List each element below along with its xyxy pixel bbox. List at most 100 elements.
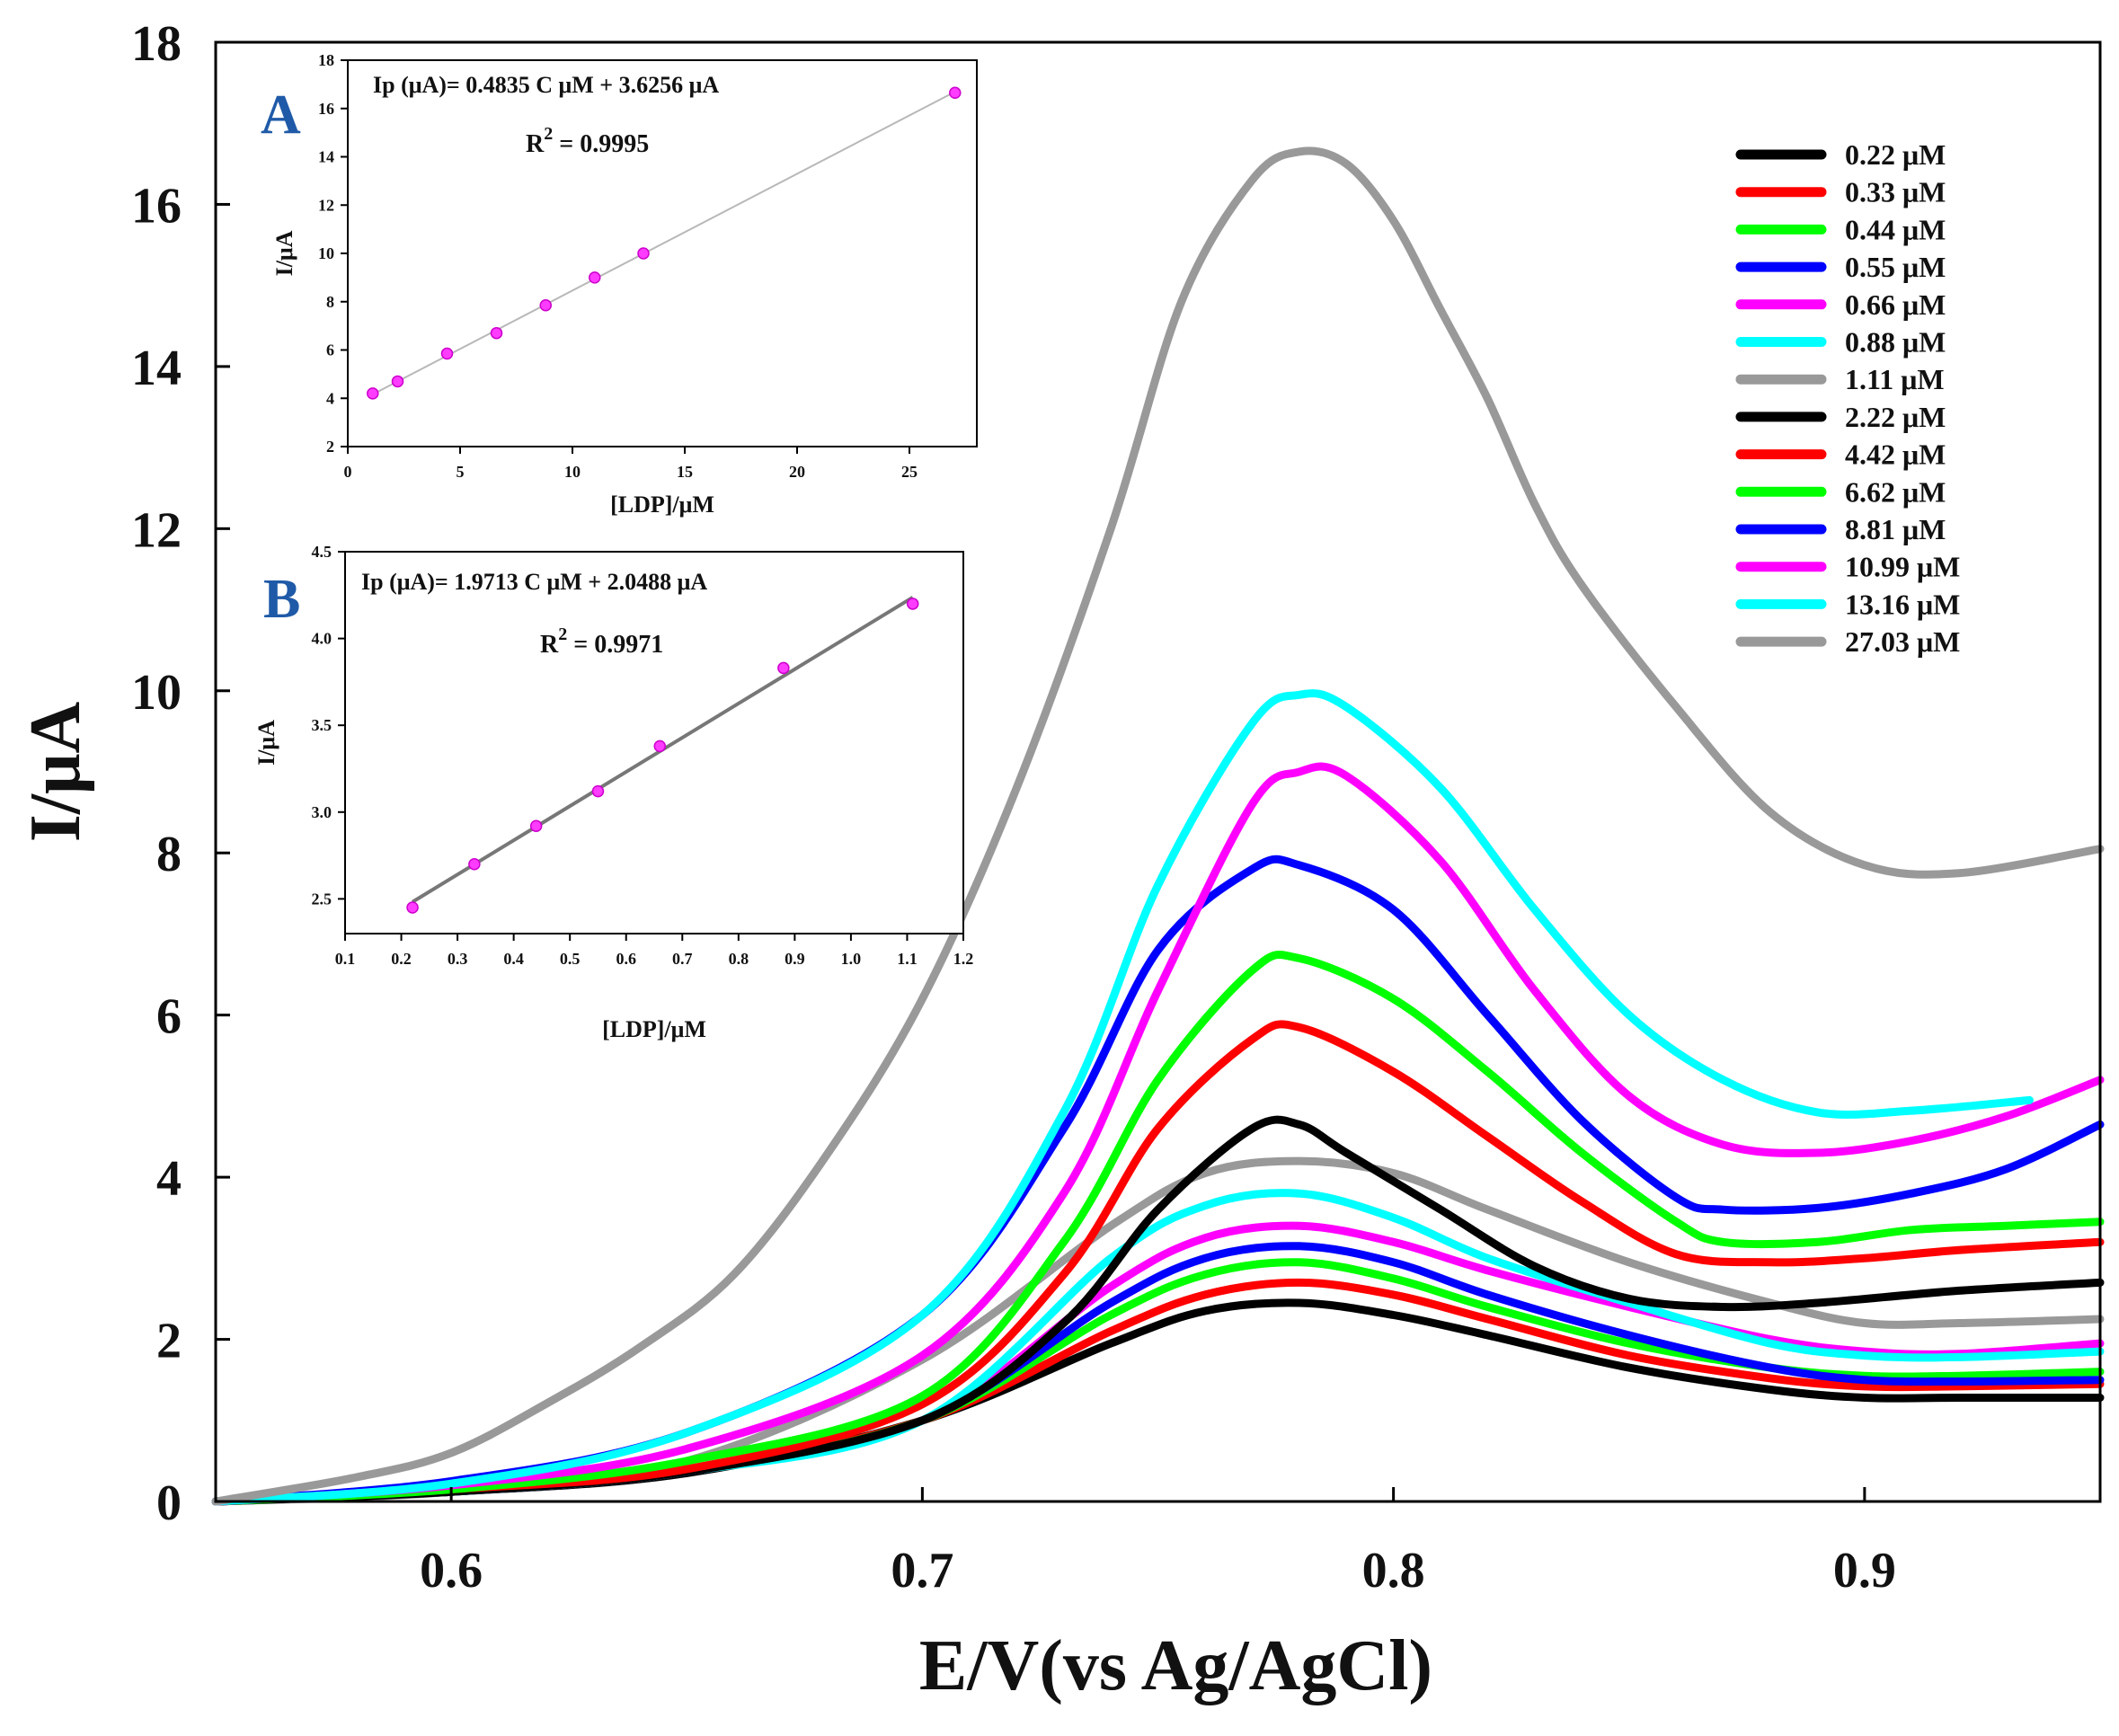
y-tick-label: 14 [131,341,182,396]
inset-data-point [391,375,404,388]
inset-x-tick-label: 0.8 [729,950,749,968]
y-tick-label: 18 [131,16,182,72]
series-line-6-62-uM [211,951,2105,1506]
series-line-10-99-uM [211,762,2105,1506]
inset-r-squared: R2 = 0.9971 [540,624,663,659]
legend-label: 0.22 μM [1845,138,1946,171]
inset-x-tick-label: 0.5 [560,950,581,968]
x-tick-label: 0.6 [420,1543,483,1599]
legend-label: 0.66 μM [1845,288,1946,321]
inset-x-tick-label: 20 [789,463,805,481]
inset-y-tick-label: 2 [326,438,334,456]
inset-equation: Ip (μA)= 0.4835 C μM + 3.6256 μA [373,72,719,98]
inset-data-point [906,598,919,610]
legend-label: 0.44 μM [1845,213,1946,245]
inset-b: 0.1 0.2 0.3 0.4 0.5 0.6 0.7 0.8 0.9 1.0 1.1 1.2 2.5 3… [253,543,973,1042]
inset-y-tick-label: 10 [318,244,334,262]
inset-data-point [440,347,454,360]
legend-label: 13.16 μM [1845,588,1960,620]
legend-label: 4.42 μM [1845,438,1946,471]
inset-y-axis-title: I/μA [271,230,297,276]
inset-data-point [406,901,419,914]
legend-label: 0.33 μM [1845,176,1946,208]
inset-y-tick-label: 4.0 [312,630,332,648]
inset-fit-line [372,91,956,395]
legend: 0.22 μM 0.33 μM 0.44 μM 0.55 μM 0.66 μM 0.88 … [1735,138,1960,658]
inset-r-squared: R2 = 0.9995 [526,124,649,158]
inset-x-tick-label: 1.2 [953,950,974,968]
inset-y-tick-label: 12 [318,196,334,214]
inset-panel-letter: B [263,569,300,630]
inset-data-point [529,819,543,832]
legend-label: 2.22 μM [1845,401,1946,433]
inset-frame [344,551,964,934]
inset-y-tick-label: 4.5 [312,543,332,561]
inset-x-tick-label: 0.3 [448,950,468,968]
inset-x-tick-label: 0.9 [785,950,805,968]
main-curves [211,146,2105,1506]
inset-x-axis-title: [LDP]/μM [610,492,714,518]
inset-y-tick-label: 8 [326,293,334,311]
inset-data-point [777,661,790,675]
inset-data-point [589,271,601,284]
inset-y-tick-label: 4 [326,389,334,407]
inset-data-point [653,740,667,753]
inset-a: 0 5 10 15 20 25 2 4 6 8 10 12 14 16 18 A Ip (μA)= 0.4835… [261,51,978,518]
inset-data-point [637,247,650,260]
inset-x-tick-label: 15 [677,463,693,481]
x-tick-label: 0.9 [1833,1543,1896,1599]
y-tick-label: 0 [156,1475,182,1531]
inset-data-point [367,387,379,400]
inset-y-tick-label: 3.5 [312,716,332,734]
inset-x-tick-label: 0.2 [391,950,412,968]
y-tick-label: 12 [131,502,182,558]
inset-data-point [468,857,481,871]
inset-frame [347,59,978,447]
inset-x-tick-label: 0.7 [672,950,693,968]
inset-x-tick-label: 1.0 [841,950,862,968]
x-axis-title: E/V(vs Ag/AgCl) [919,1626,1432,1705]
inset-x-axis-title: [LDP]/μM [602,1016,706,1042]
legend-label: 1.11 μM [1845,363,1945,395]
x-tick-label: 0.7 [891,1543,953,1599]
series-line-27-03-uM [211,146,2105,1506]
inset-data-point [539,299,552,312]
y-tick-label: 10 [131,665,182,721]
inset-y-tick-label: 18 [318,51,334,69]
inset-y-tick-label: 14 [318,148,334,166]
inset-panel-letter: A [261,84,301,146]
y-axis-title: I/μA [16,702,95,843]
legend-label: 8.81 μM [1845,513,1946,545]
series-line-13-16-uM [211,689,2034,1506]
inset-y-tick-label: 2.5 [312,890,332,908]
y-tick-label: 4 [156,1151,182,1207]
inset-x-tick-label: 0 [344,463,352,481]
plot-frame [214,40,2102,1503]
inset-y-tick-label: 16 [318,100,334,118]
inset-y-tick-label: 6 [326,341,334,359]
y-tick-label: 8 [156,827,182,882]
legend-label: 27.03 μM [1845,625,1960,658]
inset-y-axis-title: I/μA [253,720,279,766]
legend-label: 6.62 μM [1845,475,1946,508]
x-tick-label: 0.8 [1362,1543,1425,1599]
inset-x-tick-label: 0.4 [503,950,524,968]
inset-x-tick-label: 0.6 [616,950,636,968]
inset-equation: Ip (μA)= 1.9713 C μM + 2.0488 μA [361,569,707,595]
inset-x-tick-label: 5 [457,463,465,481]
y-tick-label: 2 [156,1314,182,1369]
inset-data-point [949,86,962,100]
inset-x-tick-label: 1.1 [897,950,918,968]
y-tick-label: 16 [131,178,182,234]
inset-x-tick-label: 10 [564,463,581,481]
legend-label: 0.88 μM [1845,326,1946,359]
inset-x-tick-label: 25 [901,463,918,481]
inset-y-tick-label: 3.0 [312,803,332,821]
series-line-4-42-uM [211,1020,2105,1506]
legend-label: 10.99 μM [1845,551,1960,583]
inset-data-point [490,326,503,340]
inset-data-point [591,784,605,798]
y-tick-label: 6 [156,989,182,1045]
